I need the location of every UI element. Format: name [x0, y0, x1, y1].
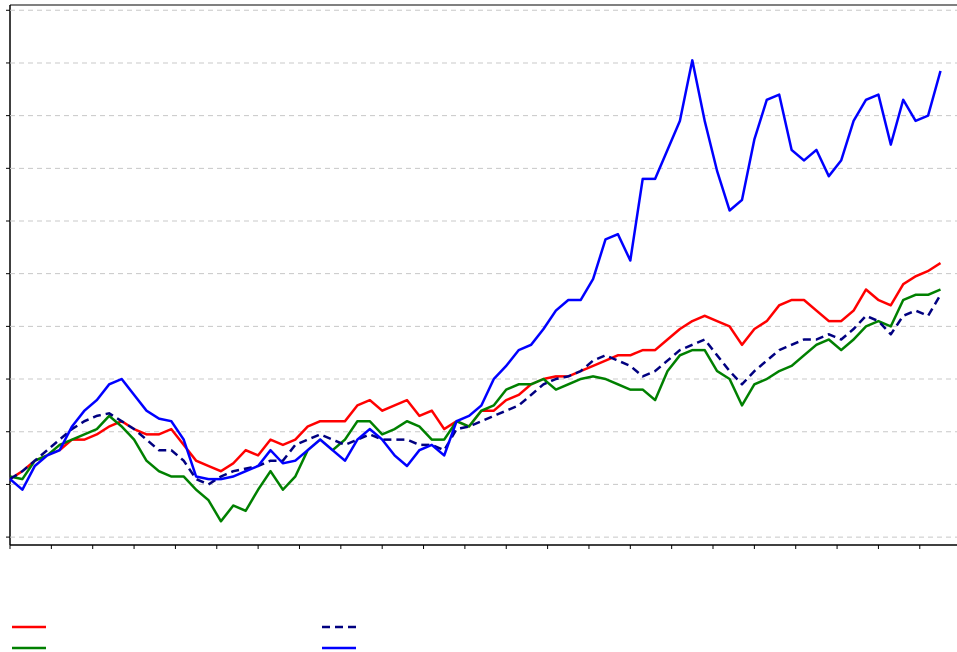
series-line: [9, 288, 941, 523]
series-line: [9, 262, 942, 481]
series-line: [9, 59, 942, 491]
series-line: [9, 294, 942, 486]
